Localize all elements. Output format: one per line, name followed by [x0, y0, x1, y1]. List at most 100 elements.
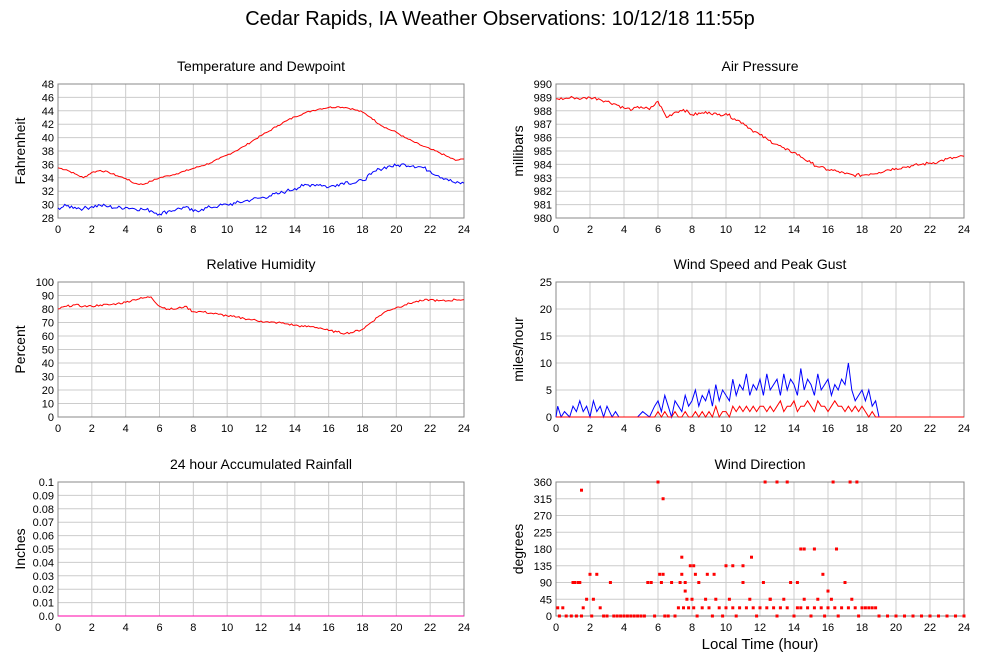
data-point: [692, 606, 696, 610]
data-point: [855, 480, 859, 484]
x-tick-label: 16: [822, 423, 834, 435]
data-point: [731, 606, 735, 610]
x-tick-label: 10: [221, 423, 233, 435]
x-tick-label: 10: [720, 622, 732, 634]
data-point: [945, 614, 949, 618]
data-point: [581, 606, 585, 610]
x-tick-label: 12: [255, 224, 267, 236]
data-point: [751, 606, 755, 610]
data-point: [688, 564, 692, 568]
data-point: [741, 564, 745, 568]
y-axis-label: Fahrenheit: [12, 117, 28, 184]
y-tick-label: 986: [534, 133, 552, 145]
data-point: [682, 606, 685, 610]
x-tick-label: 20: [890, 224, 902, 236]
data-point: [741, 581, 745, 584]
y-tick-label: 40: [42, 133, 54, 145]
x-tick-label: 24: [958, 224, 970, 236]
x-tick-label: 24: [458, 423, 470, 435]
x-tick-label: 6: [655, 423, 661, 435]
y-tick-label: 44: [42, 106, 54, 118]
data-point: [680, 572, 684, 576]
y-tick-label: 0.05: [33, 544, 54, 556]
data-point: [712, 572, 716, 576]
x-tick-label: 2: [89, 423, 95, 435]
data-point: [731, 564, 735, 568]
data-point: [564, 614, 568, 618]
y-tick-label: 32: [42, 186, 54, 198]
data-point: [724, 564, 728, 568]
data-point: [819, 606, 823, 610]
y-tick-label: 34: [42, 173, 54, 185]
x-tick-label: 12: [754, 622, 766, 634]
data-point: [886, 614, 889, 618]
data-point: [750, 555, 753, 559]
x-tick-label: 0: [55, 224, 61, 236]
y-tick-label: 40: [42, 358, 54, 370]
y-tick-label: 30: [42, 372, 54, 384]
data-point: [700, 606, 704, 610]
y-axis-label: degrees: [510, 524, 526, 575]
x-tick-label: 24: [458, 224, 470, 236]
y-tick-label: 10: [540, 358, 552, 370]
x-tick-label: 4: [123, 622, 129, 634]
data-point: [585, 597, 589, 601]
data-point: [591, 597, 595, 601]
y-tick-label: 981: [534, 200, 552, 212]
data-point: [619, 614, 623, 618]
series-line-0: [555, 362, 964, 419]
y-tick-label: 50: [42, 345, 54, 357]
x-tick-label: 16: [822, 224, 834, 236]
y-tick-label: 15: [540, 331, 552, 343]
x-tick-label: 0: [55, 423, 61, 435]
x-tick-label: 6: [156, 423, 162, 435]
x-tick-label: 12: [754, 224, 766, 236]
x-tick-label: 14: [289, 423, 301, 435]
data-point: [874, 606, 878, 610]
data-point: [697, 581, 701, 584]
data-point: [755, 614, 759, 618]
data-point: [761, 581, 765, 584]
data-point: [661, 497, 665, 501]
x-tick-label: 0: [553, 423, 559, 435]
series-line-0: [57, 296, 465, 335]
data-point: [835, 547, 838, 551]
data-point: [744, 606, 748, 610]
y-tick-label: 990: [534, 79, 552, 91]
data-point: [816, 597, 820, 601]
data-point: [690, 597, 694, 601]
data-point: [605, 614, 609, 618]
data-point: [649, 581, 653, 584]
data-point: [785, 480, 789, 484]
data-point: [840, 606, 844, 610]
x-tick-label: 2: [587, 224, 593, 236]
chart-title: Relative Humidity: [207, 256, 316, 272]
data-point: [867, 606, 871, 610]
x-tick-label: 8: [689, 224, 695, 236]
data-point: [772, 606, 776, 610]
y-tick-label: 80: [42, 304, 54, 316]
data-point: [911, 614, 915, 618]
data-point: [656, 480, 660, 484]
y-tick-label: 0.01: [33, 598, 54, 610]
x-tick-label: 0: [55, 622, 61, 634]
series-line-1: [57, 163, 465, 216]
x-tick-label: 6: [655, 622, 661, 634]
data-point: [710, 614, 714, 618]
data-point: [802, 547, 806, 551]
y-tick-label: 988: [534, 106, 552, 118]
y-tick-label: 0: [546, 611, 552, 623]
y-tick-label: 38: [42, 146, 54, 158]
data-point: [704, 597, 708, 601]
y-tick-label: 45: [540, 594, 552, 606]
data-point: [802, 597, 806, 601]
data-point: [748, 597, 752, 601]
data-point: [768, 597, 772, 601]
y-tick-label: 315: [534, 494, 552, 506]
x-tick-label: 0: [553, 224, 559, 236]
data-point: [687, 606, 691, 610]
data-point: [580, 488, 583, 492]
data-point: [823, 614, 827, 618]
